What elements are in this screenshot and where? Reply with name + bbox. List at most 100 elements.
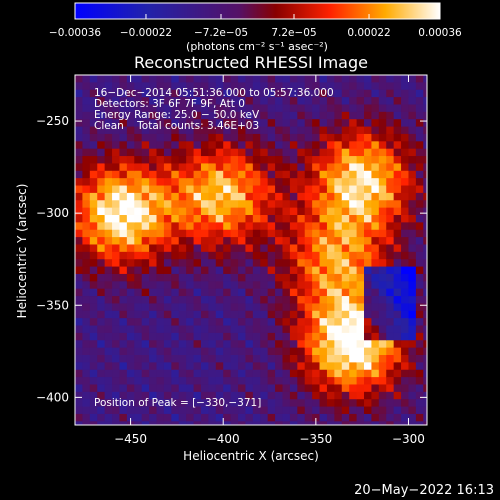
heatmap-cell [275, 421, 284, 425]
heatmap-cell [312, 303, 321, 312]
heatmap-cell [156, 406, 165, 415]
heatmap-cell [193, 399, 202, 408]
heatmap-cell [112, 148, 121, 157]
heatmap-cell [193, 133, 202, 142]
heatmap-cell [200, 104, 209, 113]
heatmap-cell [252, 384, 261, 393]
heatmap-cell [386, 281, 395, 290]
heatmap-cell [163, 325, 172, 334]
heatmap-cell [275, 229, 284, 238]
heatmap-cell [230, 148, 239, 157]
heatmap-cell [408, 391, 417, 400]
heatmap-cell [341, 133, 350, 142]
heatmap-cell [89, 399, 98, 408]
heatmap-cell [104, 296, 113, 305]
heatmap-cell [282, 148, 291, 157]
heatmap-cell [208, 288, 217, 297]
heatmap-cell [119, 207, 128, 216]
heatmap-cell [171, 303, 180, 312]
heatmap-cell [141, 413, 150, 422]
heatmap-cell [401, 75, 410, 83]
heatmap-cell [267, 192, 276, 201]
heatmap-cell [275, 89, 284, 98]
heatmap-cell [82, 347, 91, 356]
heatmap-cell [349, 82, 358, 91]
heatmap-cell [364, 406, 373, 415]
heatmap-cell [364, 377, 373, 386]
heatmap-cell [319, 215, 328, 223]
heatmap-cell [238, 244, 247, 253]
heatmap-cell [408, 259, 417, 268]
heatmap-cell [341, 296, 350, 305]
heatmap-cell [193, 97, 202, 106]
heatmap-cell [208, 89, 217, 98]
heatmap-cell [126, 413, 135, 422]
heatmap-cell [267, 200, 276, 209]
heatmap-cell [334, 273, 343, 282]
heatmap-cell [156, 399, 165, 408]
heatmap-cell [82, 178, 91, 187]
heatmap-cell [326, 310, 335, 319]
heatmap-cell [393, 384, 402, 393]
heatmap-cell [349, 377, 358, 386]
heatmap-cell [386, 82, 395, 91]
heatmap-cell [393, 111, 402, 120]
heatmap-cell [75, 163, 84, 172]
heatmap-cell [304, 406, 313, 415]
heatmap-cell [126, 391, 135, 400]
heatmap-cell [423, 273, 427, 282]
heatmap-cell [134, 406, 143, 415]
heatmap-cell [386, 178, 395, 187]
heatmap-cell [408, 347, 417, 356]
heatmap-cell [230, 399, 239, 408]
heatmap-cell [141, 266, 150, 275]
heatmap-cell [275, 362, 284, 371]
heatmap-cell [356, 259, 365, 268]
heatmap-cell [297, 399, 306, 408]
heatmap-cell [149, 148, 158, 157]
heatmap-cell [193, 406, 202, 415]
heatmap-cell [208, 141, 217, 150]
heatmap-cell [134, 377, 143, 386]
heatmap-cell [134, 413, 143, 422]
heatmap-cell [275, 325, 284, 334]
heatmap-cell [89, 296, 98, 305]
heatmap-cell [97, 406, 106, 415]
heatmap-cell [193, 266, 202, 275]
heatmap-cell [393, 355, 402, 363]
heatmap-cell [149, 377, 158, 386]
heatmap-cell [341, 244, 350, 253]
heatmap-cell [178, 340, 187, 349]
heatmap-cell [171, 185, 180, 194]
heatmap-cell [186, 377, 195, 386]
heatmap-cell [238, 340, 247, 349]
heatmap-cell [149, 325, 158, 334]
heatmap-cell [178, 399, 187, 408]
heatmap-cell [341, 377, 350, 386]
heatmap-cell [297, 75, 306, 83]
heatmap-cell [208, 325, 217, 334]
heatmap-cell [89, 192, 98, 201]
heatmap-cell [282, 296, 291, 305]
heatmap-cell [334, 237, 343, 246]
heatmap-cell [289, 377, 298, 386]
heatmap-cell [193, 229, 202, 238]
heatmap-cell [319, 222, 328, 231]
heatmap-cell [252, 421, 261, 425]
heatmap-cell [141, 237, 150, 246]
heatmap-cell [371, 192, 380, 201]
heatmap-cell [319, 251, 328, 260]
heatmap-cell [349, 325, 358, 334]
heatmap-cell [319, 303, 328, 312]
heatmap-cell [112, 391, 121, 400]
heatmap-cell [97, 244, 106, 253]
heatmap-cell [178, 229, 187, 238]
heatmap-cell [200, 207, 209, 216]
heatmap-cell [297, 340, 306, 349]
heatmap-cell [126, 266, 135, 275]
heatmap-cell [356, 192, 365, 201]
heatmap-cell [178, 325, 187, 334]
heatmap-cell [349, 185, 358, 194]
heatmap-cell [334, 229, 343, 238]
heatmap-cell [356, 281, 365, 290]
